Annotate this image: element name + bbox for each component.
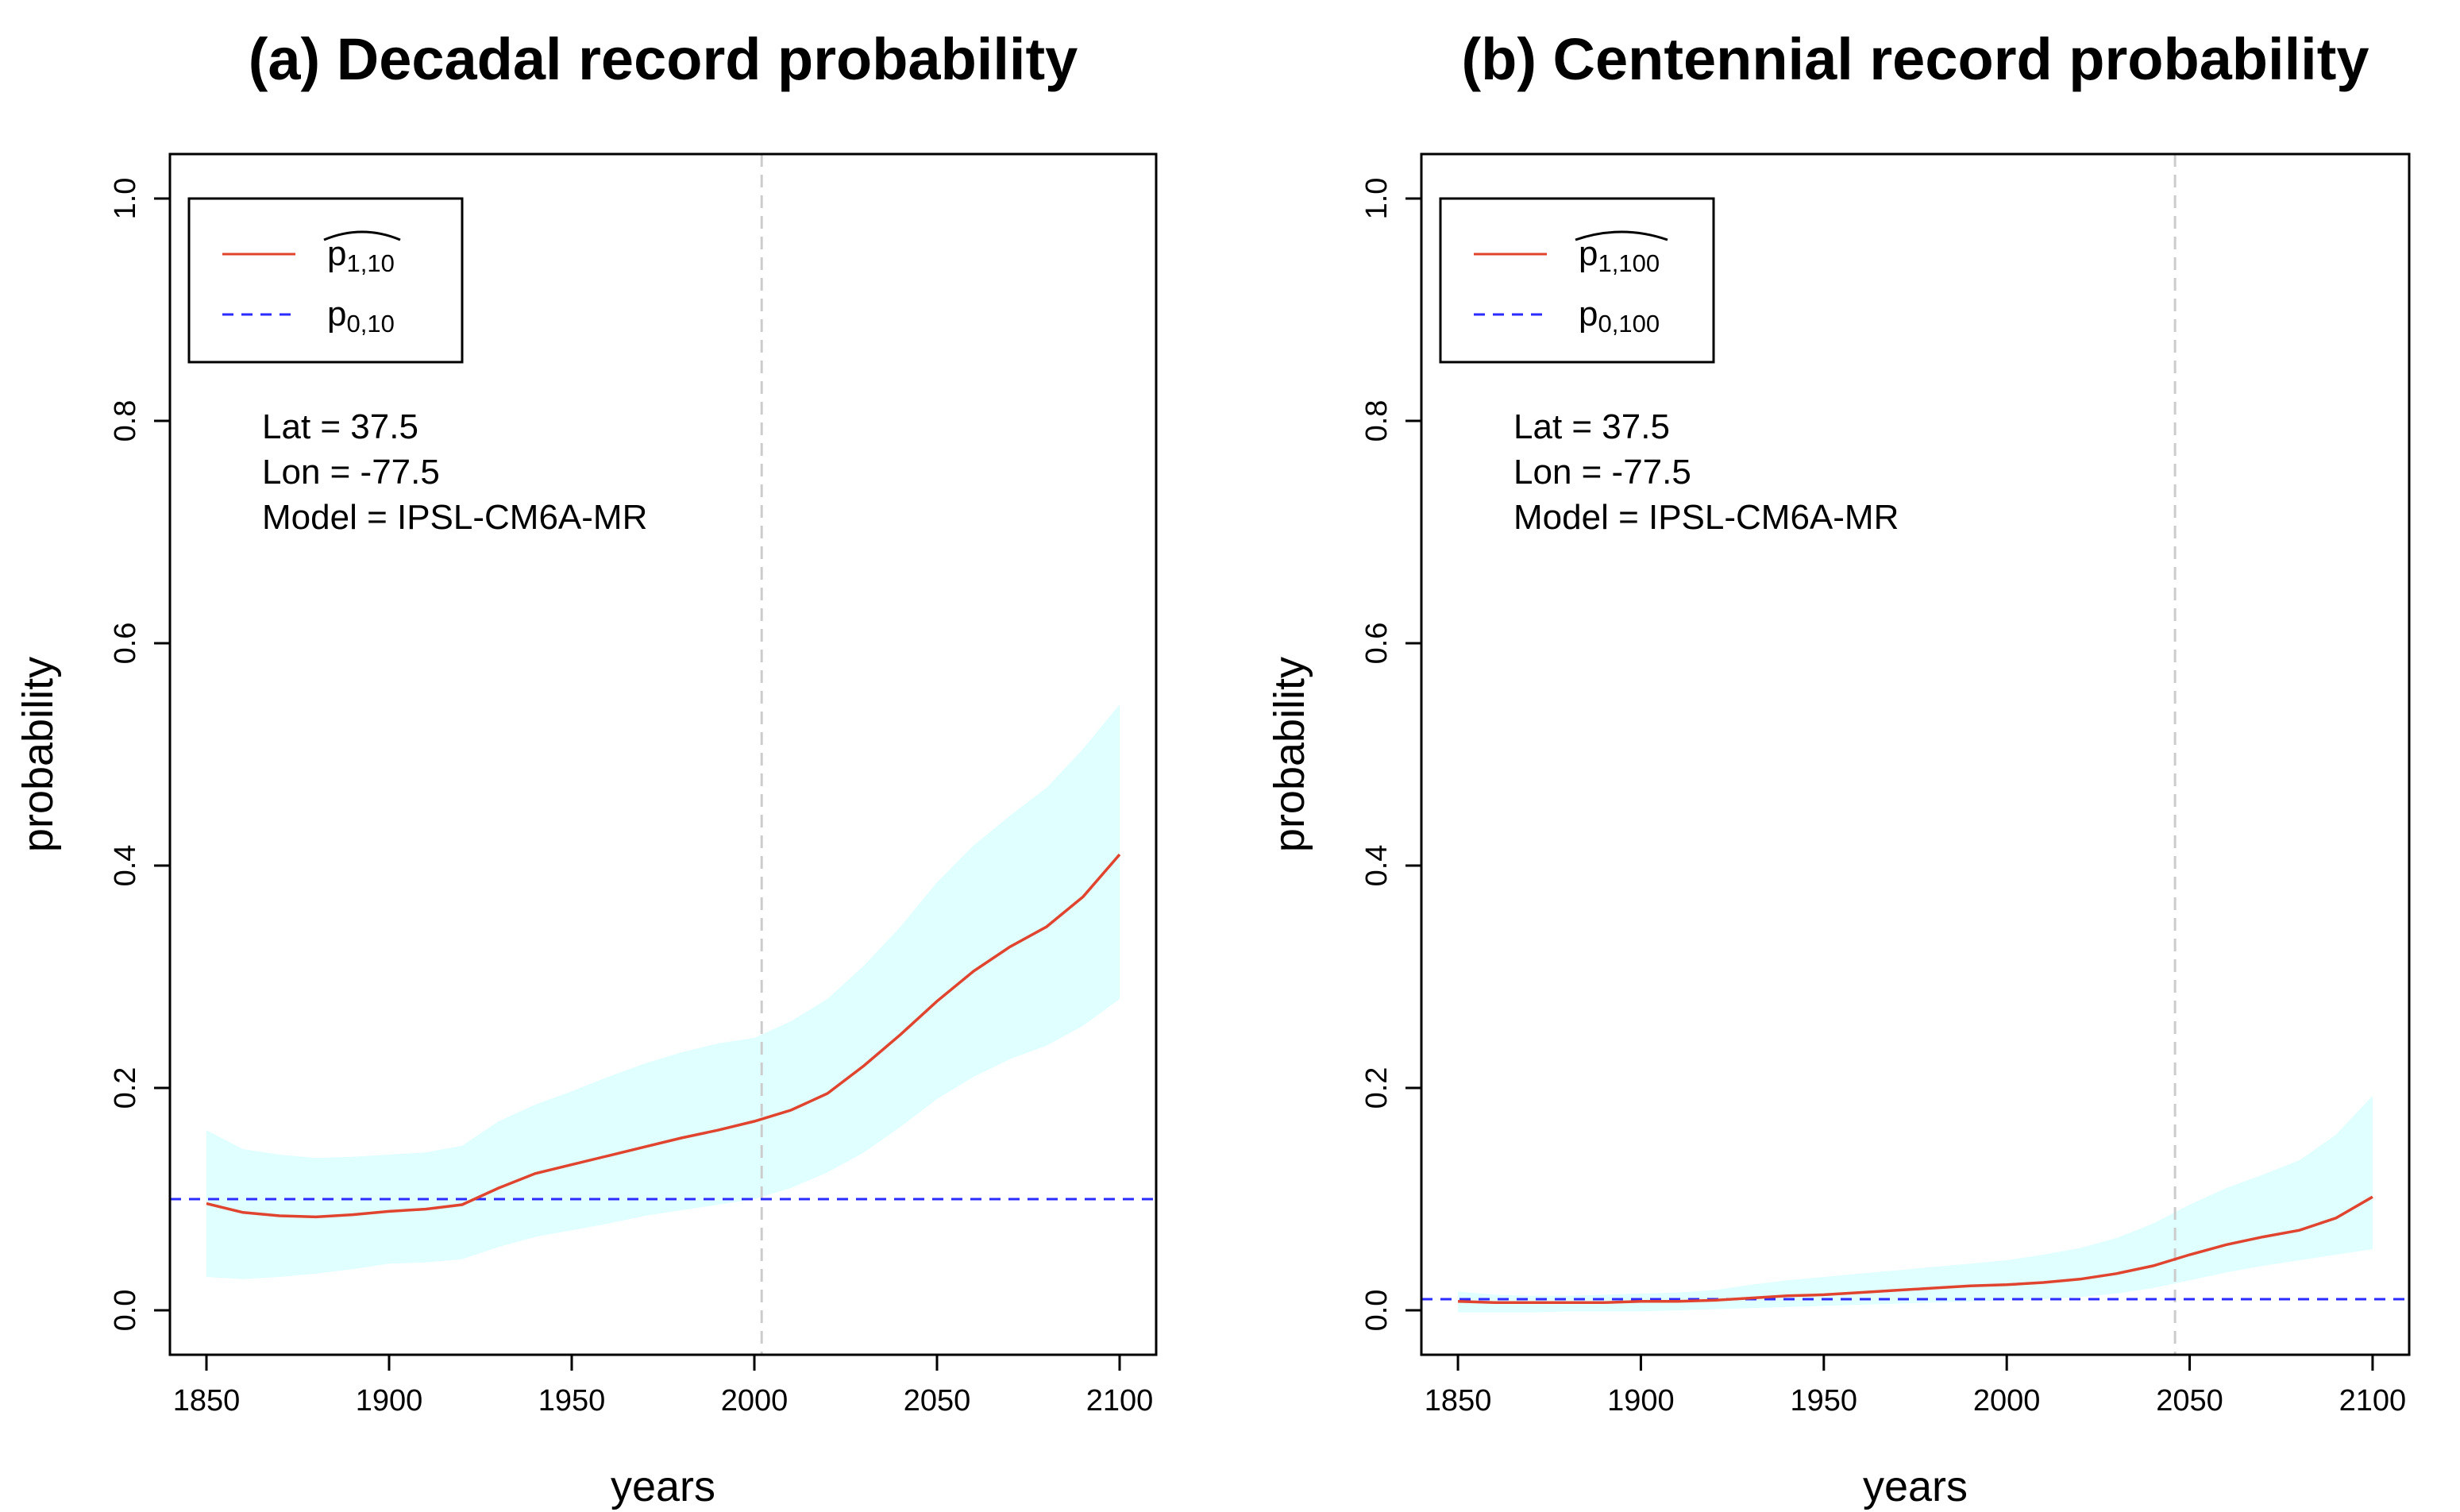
x-tick-label: 2000 xyxy=(1973,1384,2041,1418)
x-tick-label: 2100 xyxy=(1086,1384,1154,1418)
legend-hat-accent xyxy=(323,230,401,241)
x-tick-label: 2000 xyxy=(721,1384,789,1418)
y-tick-label: 0.0 xyxy=(109,1290,142,1332)
x-tick-label: 1900 xyxy=(356,1384,423,1418)
y-axis-label: probability xyxy=(14,657,62,852)
legend-subscript: 1,10 xyxy=(346,249,394,277)
x-tick-label: 2050 xyxy=(2156,1384,2223,1418)
y-tick-label: 0.6 xyxy=(1360,623,1394,665)
confidence-band xyxy=(1458,1095,2373,1313)
y-tick-label: 0.2 xyxy=(109,1067,142,1109)
y-tick-label: 1.0 xyxy=(109,178,142,220)
x-tick-label: 1850 xyxy=(1425,1384,1492,1418)
annotation-text: Model = IPSL-CM6A-MR xyxy=(1513,498,1899,537)
annotation-text: Lon = -77.5 xyxy=(1513,453,1691,492)
x-tick-label: 1950 xyxy=(1791,1384,1858,1418)
legend-label: p0,100 xyxy=(1579,295,1660,338)
legend-subscript: 0,10 xyxy=(346,310,394,338)
x-axis-label: years xyxy=(1863,1463,1968,1510)
plot-frame xyxy=(168,152,1158,1356)
y-tick-label: 0.4 xyxy=(109,845,142,887)
legend-box xyxy=(187,197,464,364)
x-tick-label: 1850 xyxy=(173,1384,241,1418)
y-tick-label: 0.2 xyxy=(1360,1067,1394,1109)
y-tick-label: 0.6 xyxy=(109,623,142,665)
plot-frame xyxy=(1420,152,2411,1356)
confidence-band xyxy=(206,704,1120,1279)
legend-subscript: 0,100 xyxy=(1598,310,1660,338)
legend-symbol: p xyxy=(1579,234,1598,273)
legend-hat-accent xyxy=(1575,230,1668,241)
x-tick-label: 1950 xyxy=(538,1384,606,1418)
legend-label: p1,100 xyxy=(1579,234,1660,277)
annotation-text: Lon = -77.5 xyxy=(262,453,440,492)
annotation-text: Model = IPSL-CM6A-MR xyxy=(262,498,647,537)
annotation-text: Lat = 37.5 xyxy=(1513,407,1670,446)
chart-title: (b) Centennial record probability xyxy=(1462,26,2369,92)
series-line-p1 xyxy=(206,853,1121,1219)
y-tick-label: 0.4 xyxy=(1360,845,1394,887)
panel-a: (a) Decadal record probability 1850 1900 19… xyxy=(14,26,1158,1510)
legend-symbol: p xyxy=(1579,295,1598,334)
x-tick-label: 1900 xyxy=(1607,1384,1675,1418)
x-tick-label: 2050 xyxy=(904,1384,971,1418)
y-axis-label: probability xyxy=(1266,657,1313,852)
y-tick-label: 0.8 xyxy=(109,400,142,442)
x-axis-label: years xyxy=(611,1463,715,1510)
panel-b: (b) Centennial record probability 1850 190… xyxy=(1266,26,2411,1510)
x-tick-label: 2100 xyxy=(2339,1384,2407,1418)
chart-title: (a) Decadal record probability xyxy=(249,26,1078,92)
y-tick-label: 0.8 xyxy=(1360,400,1394,442)
legend-symbol: p xyxy=(327,234,346,273)
legend-symbol: p xyxy=(327,295,346,334)
y-tick-label: 0.0 xyxy=(1360,1290,1394,1332)
legend-label: p0,10 xyxy=(327,295,395,338)
annotation-text: Lat = 37.5 xyxy=(262,407,418,446)
legend-subscript: 1,100 xyxy=(1598,249,1660,277)
legend-label: p1,10 xyxy=(327,234,395,277)
series-line-p1 xyxy=(1458,1195,2373,1304)
y-tick-label: 1.0 xyxy=(1360,178,1394,220)
legend-box xyxy=(1439,197,1715,364)
